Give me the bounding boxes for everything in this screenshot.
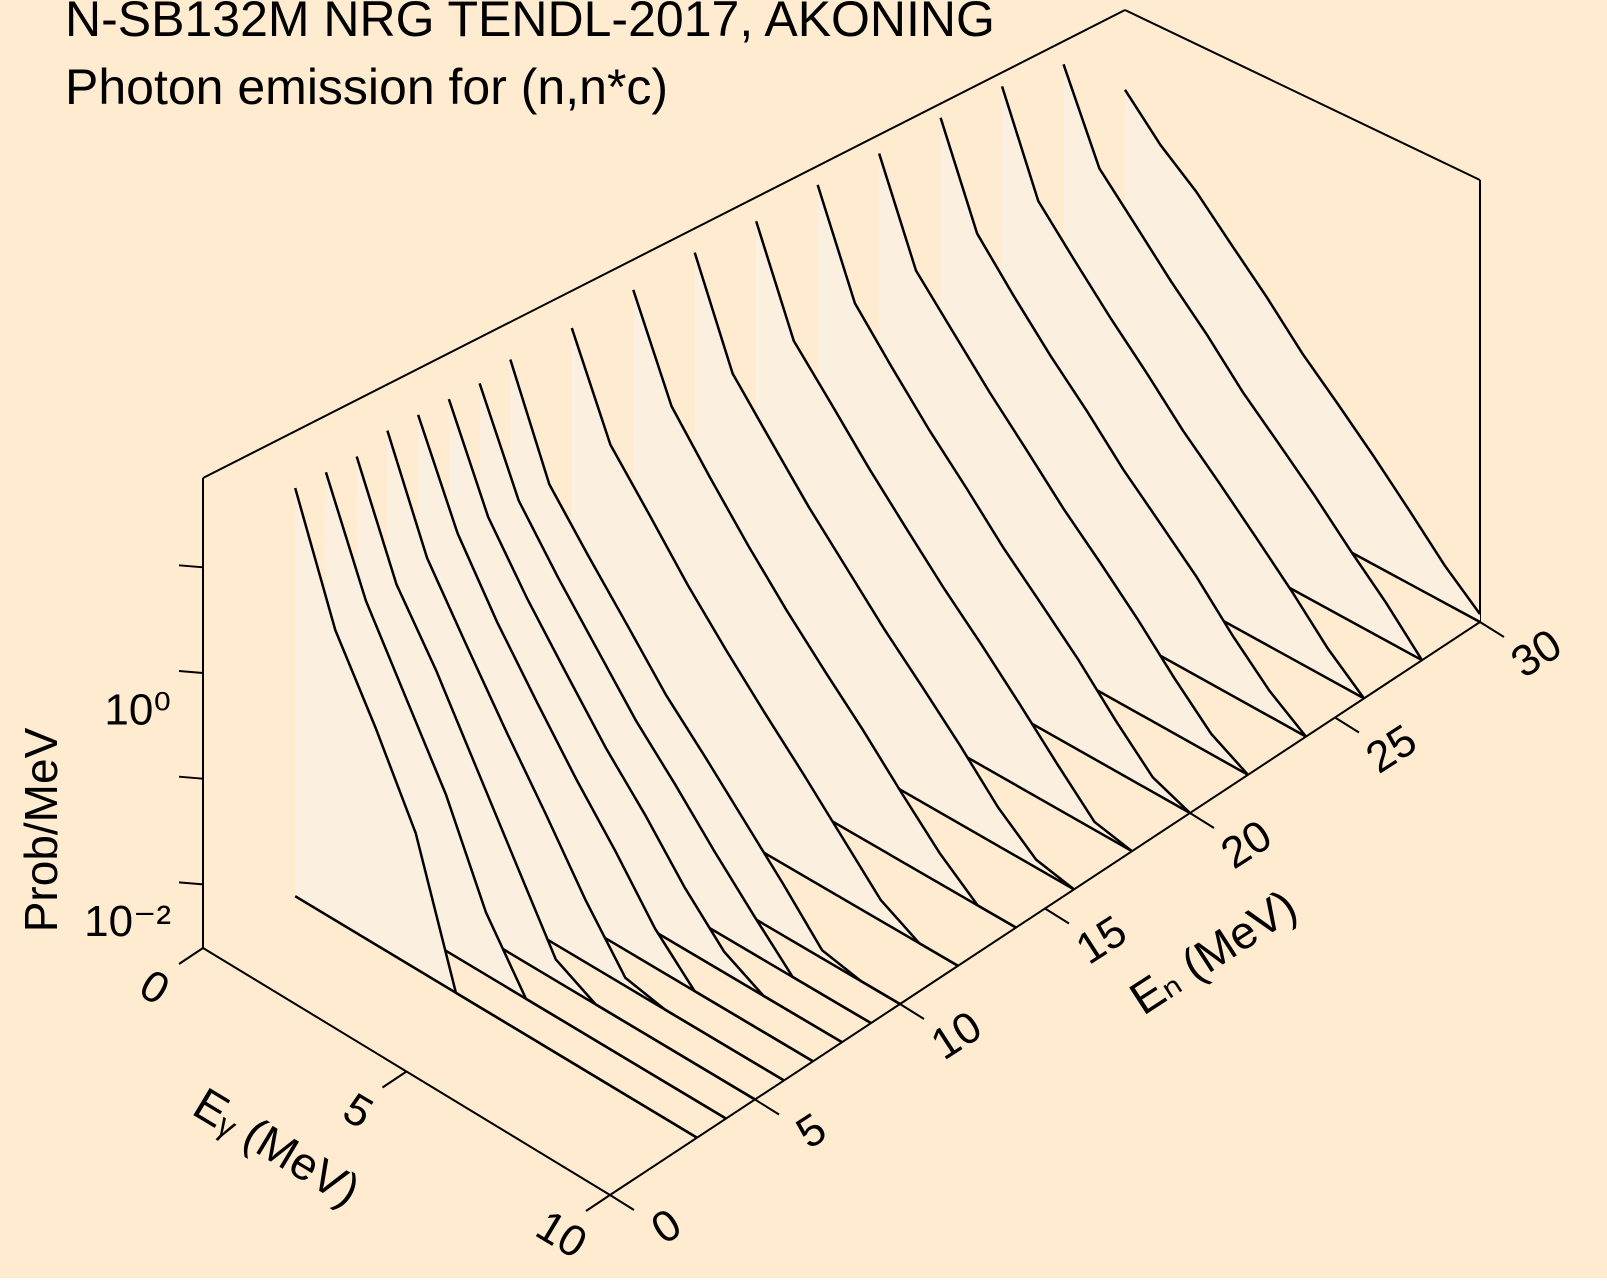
slice-baseline [294, 895, 698, 1139]
box-edge [202, 9, 1126, 479]
z-tick-label: 10⁻² [84, 897, 171, 946]
slice-line [570, 327, 959, 967]
z-tick-label: 10⁰ [104, 686, 171, 735]
slice-line [1000, 86, 1366, 700]
z-minor-tick [178, 564, 204, 569]
z-tick [178, 881, 204, 886]
y-tick [1479, 621, 1505, 638]
slice-line [755, 220, 1133, 853]
y-tick [1044, 907, 1070, 925]
slice-fill [295, 488, 697, 1138]
y-tick [899, 1003, 925, 1020]
y-tick [609, 1194, 635, 1211]
x-tick [585, 1194, 611, 1212]
chart-subtitle: Photon emission for (n,n*c) [65, 59, 668, 115]
box-edge [1124, 9, 1481, 181]
slice-fill [571, 328, 958, 966]
slice-line [1062, 63, 1424, 661]
slice-line [693, 252, 1075, 891]
x-tick [178, 947, 204, 965]
slice-line [877, 153, 1249, 776]
x-tick [381, 1070, 408, 1089]
y-tick [754, 1098, 780, 1116]
slice-line [939, 117, 1307, 738]
y-tick [1334, 716, 1360, 734]
slice-line [509, 359, 901, 1006]
slice-fill [633, 289, 1016, 928]
z-minor-tick [178, 775, 204, 780]
slice-fill [325, 472, 726, 1119]
slice-line [816, 184, 1191, 814]
y-tick [1189, 812, 1215, 829]
slice-line [1123, 89, 1482, 615]
slice-fill [1125, 89, 1480, 622]
z-axis-label: Prob/MeV [15, 727, 67, 932]
slice-fill [694, 252, 1074, 890]
slice-line [632, 289, 1017, 929]
chart-title: N-SB132M NRG TENDL-2017, AKONING [65, 0, 995, 47]
z-tick [178, 670, 204, 674]
